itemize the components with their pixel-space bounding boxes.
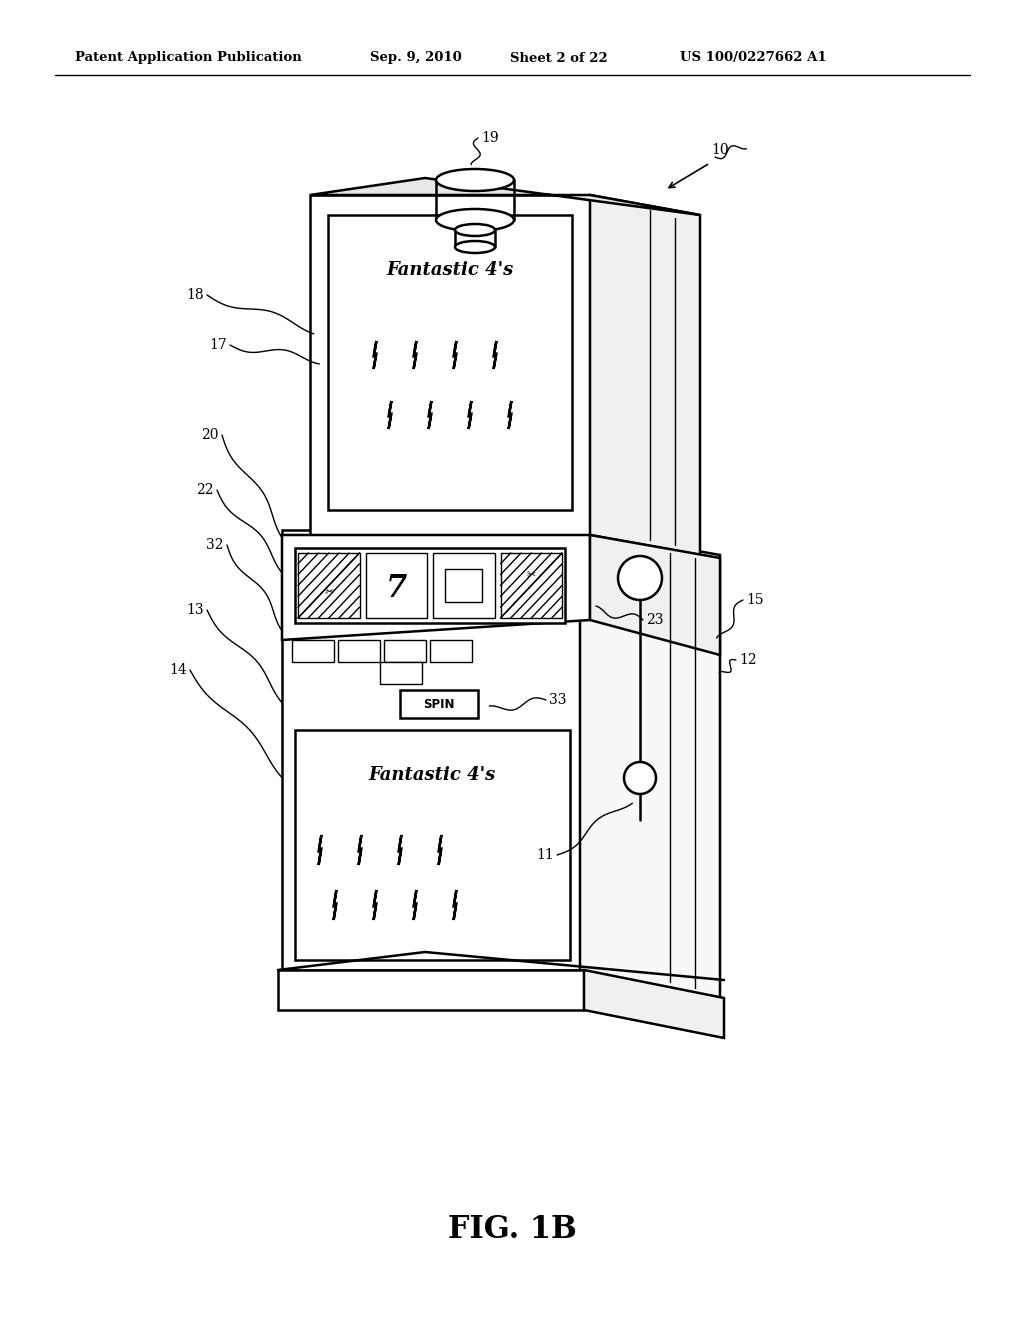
Text: 19: 19 xyxy=(481,131,499,145)
Polygon shape xyxy=(366,553,427,618)
Text: 18: 18 xyxy=(186,288,204,302)
Circle shape xyxy=(618,556,662,601)
Polygon shape xyxy=(295,730,570,960)
Text: 15: 15 xyxy=(746,593,764,607)
Polygon shape xyxy=(278,970,584,1010)
Ellipse shape xyxy=(436,209,514,231)
Circle shape xyxy=(624,762,656,795)
Text: SPIN: SPIN xyxy=(423,697,455,710)
Polygon shape xyxy=(292,640,334,663)
Polygon shape xyxy=(433,553,495,618)
Polygon shape xyxy=(445,569,482,602)
Text: 33: 33 xyxy=(549,693,566,708)
Text: ✂: ✂ xyxy=(526,570,536,581)
Text: 12: 12 xyxy=(739,653,757,667)
Text: ✂: ✂ xyxy=(324,587,334,597)
Polygon shape xyxy=(310,178,700,215)
Text: 7: 7 xyxy=(386,573,407,605)
Polygon shape xyxy=(295,548,565,623)
Text: Fantastic 4's: Fantastic 4's xyxy=(369,766,496,784)
Polygon shape xyxy=(430,640,472,663)
Polygon shape xyxy=(590,535,720,655)
Polygon shape xyxy=(580,531,720,1001)
Polygon shape xyxy=(501,553,562,618)
Polygon shape xyxy=(384,640,426,663)
Text: 32: 32 xyxy=(206,539,224,552)
Text: Sep. 9, 2010: Sep. 9, 2010 xyxy=(370,51,462,65)
Polygon shape xyxy=(310,195,590,535)
Polygon shape xyxy=(298,553,359,618)
Polygon shape xyxy=(282,535,590,640)
Polygon shape xyxy=(338,640,380,663)
Text: 20: 20 xyxy=(202,428,219,442)
Text: Patent Application Publication: Patent Application Publication xyxy=(75,51,302,65)
Text: 23: 23 xyxy=(646,612,664,627)
Ellipse shape xyxy=(455,242,495,253)
Ellipse shape xyxy=(436,169,514,191)
Text: 13: 13 xyxy=(186,603,204,616)
Polygon shape xyxy=(584,970,724,1038)
Text: FIG. 1B: FIG. 1B xyxy=(447,1214,577,1246)
Text: 11: 11 xyxy=(537,847,554,862)
Text: 14: 14 xyxy=(169,663,186,677)
Polygon shape xyxy=(400,690,478,718)
Polygon shape xyxy=(282,531,580,970)
Text: Sheet 2 of 22: Sheet 2 of 22 xyxy=(510,51,608,65)
Text: 22: 22 xyxy=(197,483,214,498)
Text: 10: 10 xyxy=(712,143,729,157)
Text: 17: 17 xyxy=(209,338,227,352)
Text: Fantastic 4's: Fantastic 4's xyxy=(386,261,514,279)
Polygon shape xyxy=(328,215,572,510)
Polygon shape xyxy=(380,663,422,684)
Ellipse shape xyxy=(455,224,495,236)
Polygon shape xyxy=(590,195,700,554)
Text: US 100/0227662 A1: US 100/0227662 A1 xyxy=(680,51,826,65)
